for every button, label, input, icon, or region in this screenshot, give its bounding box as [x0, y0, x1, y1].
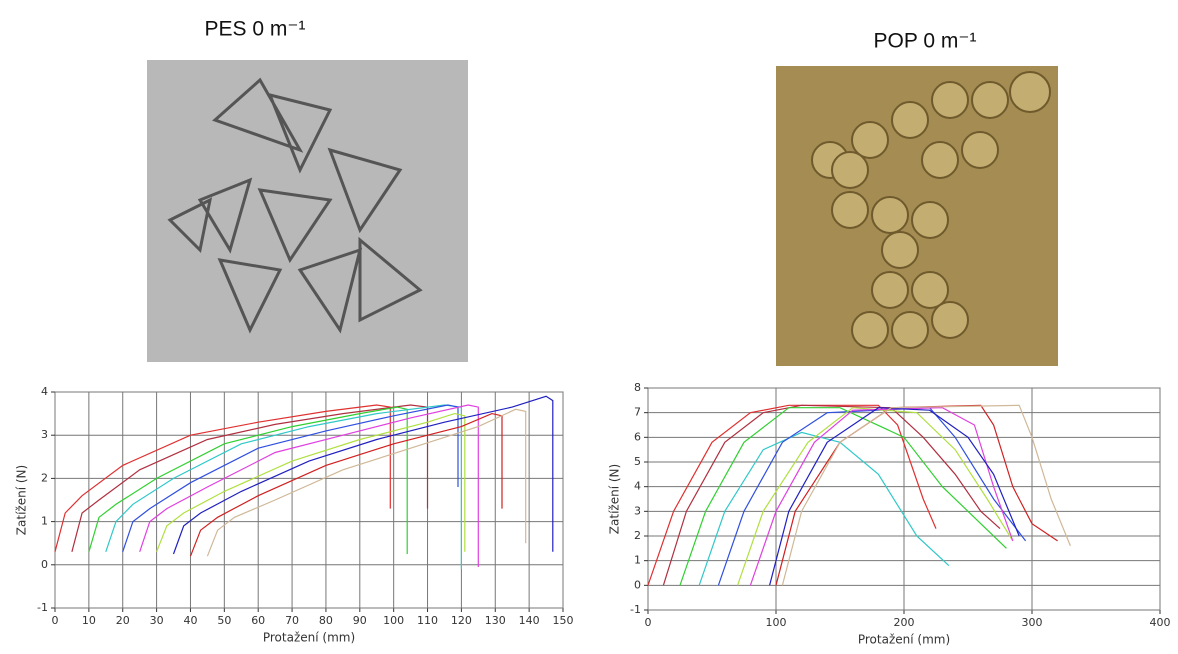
x-tick-label: 200 — [894, 616, 915, 629]
x-tick-label: 100 — [766, 616, 787, 629]
y-tick-label: 1 — [634, 554, 641, 567]
x-tick-label: 300 — [1022, 616, 1043, 629]
panel-title: PES 0 m⁻¹ — [205, 18, 306, 41]
x-tick-label: 110 — [417, 614, 438, 627]
x-tick-label: 120 — [451, 614, 472, 627]
y-tick-label: 0 — [634, 578, 641, 591]
y-tick-label: 2 — [41, 471, 48, 484]
x-tick-label: 50 — [217, 614, 231, 627]
x-tick-label: 140 — [519, 614, 540, 627]
y-tick-label: -1 — [37, 601, 48, 614]
y-tick-label: 2 — [634, 529, 641, 542]
x-tick-label: 20 — [116, 614, 130, 627]
y-axis-label: Zatížení (N) — [608, 464, 622, 534]
y-axis-label: Zatížení (N) — [15, 465, 29, 535]
x-tick-label: 400 — [1150, 616, 1171, 629]
y-tick-label: 8 — [634, 381, 641, 394]
figure: PES 0 m⁻¹0102030405060708090100110120130… — [0, 0, 1178, 654]
x-axis-label: Protažení (mm) — [858, 633, 950, 647]
y-tick-label: 4 — [634, 480, 641, 493]
x-tick-label: 100 — [383, 614, 404, 627]
x-tick-label: 60 — [251, 614, 265, 627]
y-tick-label: 6 — [634, 430, 641, 443]
x-tick-label: 130 — [485, 614, 506, 627]
y-tick-label: 3 — [41, 428, 48, 441]
x-tick-label: 0 — [645, 616, 652, 629]
y-tick-label: 5 — [634, 455, 641, 468]
x-tick-label: 150 — [553, 614, 574, 627]
panel-title: POP 0 m⁻¹ — [874, 30, 977, 53]
x-tick-label: 30 — [150, 614, 164, 627]
y-tick-label: 1 — [41, 515, 48, 528]
y-tick-label: -1 — [630, 603, 641, 616]
x-tick-label: 90 — [353, 614, 367, 627]
x-axis-label: Protažení (mm) — [263, 631, 355, 645]
x-tick-label: 80 — [319, 614, 333, 627]
y-tick-label: 4 — [41, 385, 48, 398]
y-tick-label: 0 — [41, 558, 48, 571]
y-tick-label: 7 — [634, 406, 641, 419]
x-tick-label: 70 — [285, 614, 299, 627]
x-tick-label: 40 — [183, 614, 197, 627]
x-tick-label: 0 — [52, 614, 59, 627]
plot-area — [55, 392, 563, 608]
x-tick-label: 10 — [82, 614, 96, 627]
y-tick-label: 3 — [634, 504, 641, 517]
